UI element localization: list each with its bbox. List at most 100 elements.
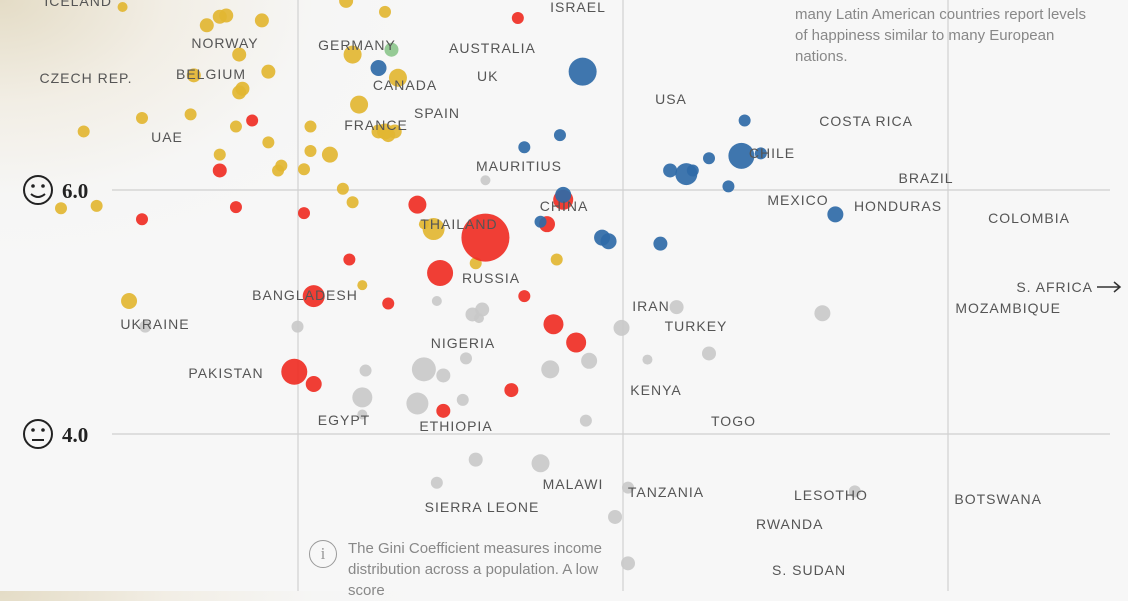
data-point	[460, 352, 472, 365]
data-point-belgium[interactable]	[232, 85, 247, 100]
data-point-france[interactable]	[350, 95, 369, 114]
data-point	[475, 302, 490, 317]
country-label-france: FRANCE	[344, 117, 408, 133]
data-point-pakistan[interactable]	[281, 358, 308, 385]
country-label-iran: IRAN	[632, 298, 669, 314]
country-label-canada: CANADA	[373, 77, 437, 93]
data-point	[534, 215, 547, 228]
data-point-lesotho[interactable]	[622, 481, 634, 494]
data-point-uae[interactable]	[246, 114, 259, 127]
data-point	[229, 201, 242, 214]
data-point-china[interactable]	[461, 213, 510, 262]
latin-america-note: many Latin American countries report lev…	[795, 6, 1086, 65]
country-label-nigeria: NIGERIA	[431, 335, 496, 351]
data-point-canada[interactable]	[370, 60, 387, 76]
country-label-china: CHINA	[540, 198, 589, 214]
data-point	[77, 125, 90, 138]
data-point-sierra-leone[interactable]	[430, 476, 443, 489]
country-label-australia: AUSTRALIA	[449, 40, 536, 56]
country-label-uae: UAE	[151, 129, 183, 145]
country-label-s-africa: S. AFRICA	[1016, 279, 1093, 295]
data-point	[184, 108, 197, 121]
data-point-ukraine[interactable]	[121, 293, 138, 310]
grid-lines	[112, 0, 1110, 591]
country-label-thailand: THAILAND	[420, 216, 497, 232]
data-point	[379, 5, 391, 18]
data-point-russia[interactable]	[427, 259, 454, 286]
country-label-kenya: KENYA	[630, 382, 681, 398]
country-label-usa: USA	[655, 91, 687, 107]
data-point	[456, 393, 469, 406]
data-point-tanzania[interactable]	[531, 454, 550, 473]
data-point	[136, 112, 148, 125]
data-point-ethiopia[interactable]	[406, 392, 429, 415]
data-point-mexico[interactable]	[675, 163, 698, 186]
country-labels: ICELAND NORWAY CZECH REP. BELGIUM UAE GERMANY…	[40, 0, 1122, 578]
data-point-brazil[interactable]	[728, 142, 755, 169]
data-point	[55, 202, 67, 215]
data-point-rwanda[interactable]	[608, 509, 623, 524]
country-label-germany: GERMANY	[318, 37, 396, 53]
data-point	[436, 368, 451, 383]
country-label-norway: NORWAY	[191, 35, 258, 51]
country-label-egypt: EGYPT	[318, 412, 370, 428]
data-point	[90, 199, 103, 212]
data-point-australia[interactable]	[384, 42, 399, 57]
data-point	[343, 253, 356, 266]
country-label-colombia: COLOMBIA	[988, 210, 1070, 226]
data-point-czech-rep[interactable]	[186, 68, 201, 83]
data-point-botswana[interactable]	[848, 485, 861, 498]
data-point-israel[interactable]	[511, 11, 524, 24]
data-point-thailand[interactable]	[408, 195, 427, 214]
data-point	[703, 152, 715, 165]
data-point-mozambique[interactable]	[814, 305, 831, 322]
data-point-honduras[interactable]	[722, 180, 735, 193]
data-point-egypt[interactable]	[352, 387, 373, 408]
data-point	[518, 141, 531, 154]
data-point-mauritius[interactable]	[480, 175, 491, 186]
data-point-bangladesh[interactable]	[302, 285, 325, 308]
data-point-kenya[interactable]	[541, 360, 560, 379]
country-label-s-sudan: S. SUDAN	[772, 562, 846, 578]
country-label-spain: SPAIN	[414, 105, 460, 121]
gini-coefficient-note: The Gini Coefficient measures income dis…	[348, 540, 603, 599]
country-label-turkey: TURKEY	[665, 318, 728, 334]
info-icon[interactable]: i	[309, 540, 337, 568]
y-tick-label-0: 6.0	[62, 179, 88, 203]
data-point-iceland[interactable]	[117, 2, 128, 12]
data-point	[261, 64, 276, 79]
country-label-costa-rica: COSTA RICA	[819, 113, 913, 129]
country-label-ethiopia: ETHIOPIA	[419, 418, 492, 434]
data-point-norway[interactable]	[199, 18, 214, 33]
data-point-iran[interactable]	[543, 314, 564, 335]
data-point-costa-rica[interactable]	[738, 114, 751, 127]
country-label-tanzania: TANZANIA	[628, 484, 704, 500]
data-points	[55, 0, 861, 571]
data-point-s-sudan[interactable]	[621, 556, 635, 571]
data-point-togo[interactable]	[579, 414, 592, 427]
data-point	[262, 136, 275, 149]
data-point	[339, 0, 354, 8]
data-point-malawi[interactable]	[468, 452, 483, 467]
data-point	[669, 300, 684, 315]
data-point-usa[interactable]	[568, 57, 597, 86]
smiley-face-icon	[23, 175, 53, 205]
data-point-colombia[interactable]	[827, 206, 844, 223]
data-point-spain[interactable]	[377, 123, 393, 140]
data-point-turkey[interactable]	[566, 332, 587, 353]
y-axis-ticks: 6.0 4.0	[23, 175, 88, 449]
data-point-germany[interactable]	[343, 45, 362, 64]
country-label-honduras: HONDURAS	[854, 198, 942, 214]
data-point-uk[interactable]	[388, 68, 407, 87]
data-point-chile[interactable]	[663, 163, 678, 178]
country-label-mauritius: MAURITIUS	[476, 158, 562, 174]
data-point	[291, 320, 304, 333]
data-point	[357, 409, 368, 420]
data-point	[518, 290, 531, 303]
country-label-belgium: BELGIUM	[176, 66, 246, 82]
data-point-nigeria[interactable]	[411, 357, 436, 382]
country-label-chile: CHILE	[749, 145, 795, 161]
data-point	[212, 9, 227, 24]
country-label-lesotho: LESOTHO	[794, 487, 868, 503]
